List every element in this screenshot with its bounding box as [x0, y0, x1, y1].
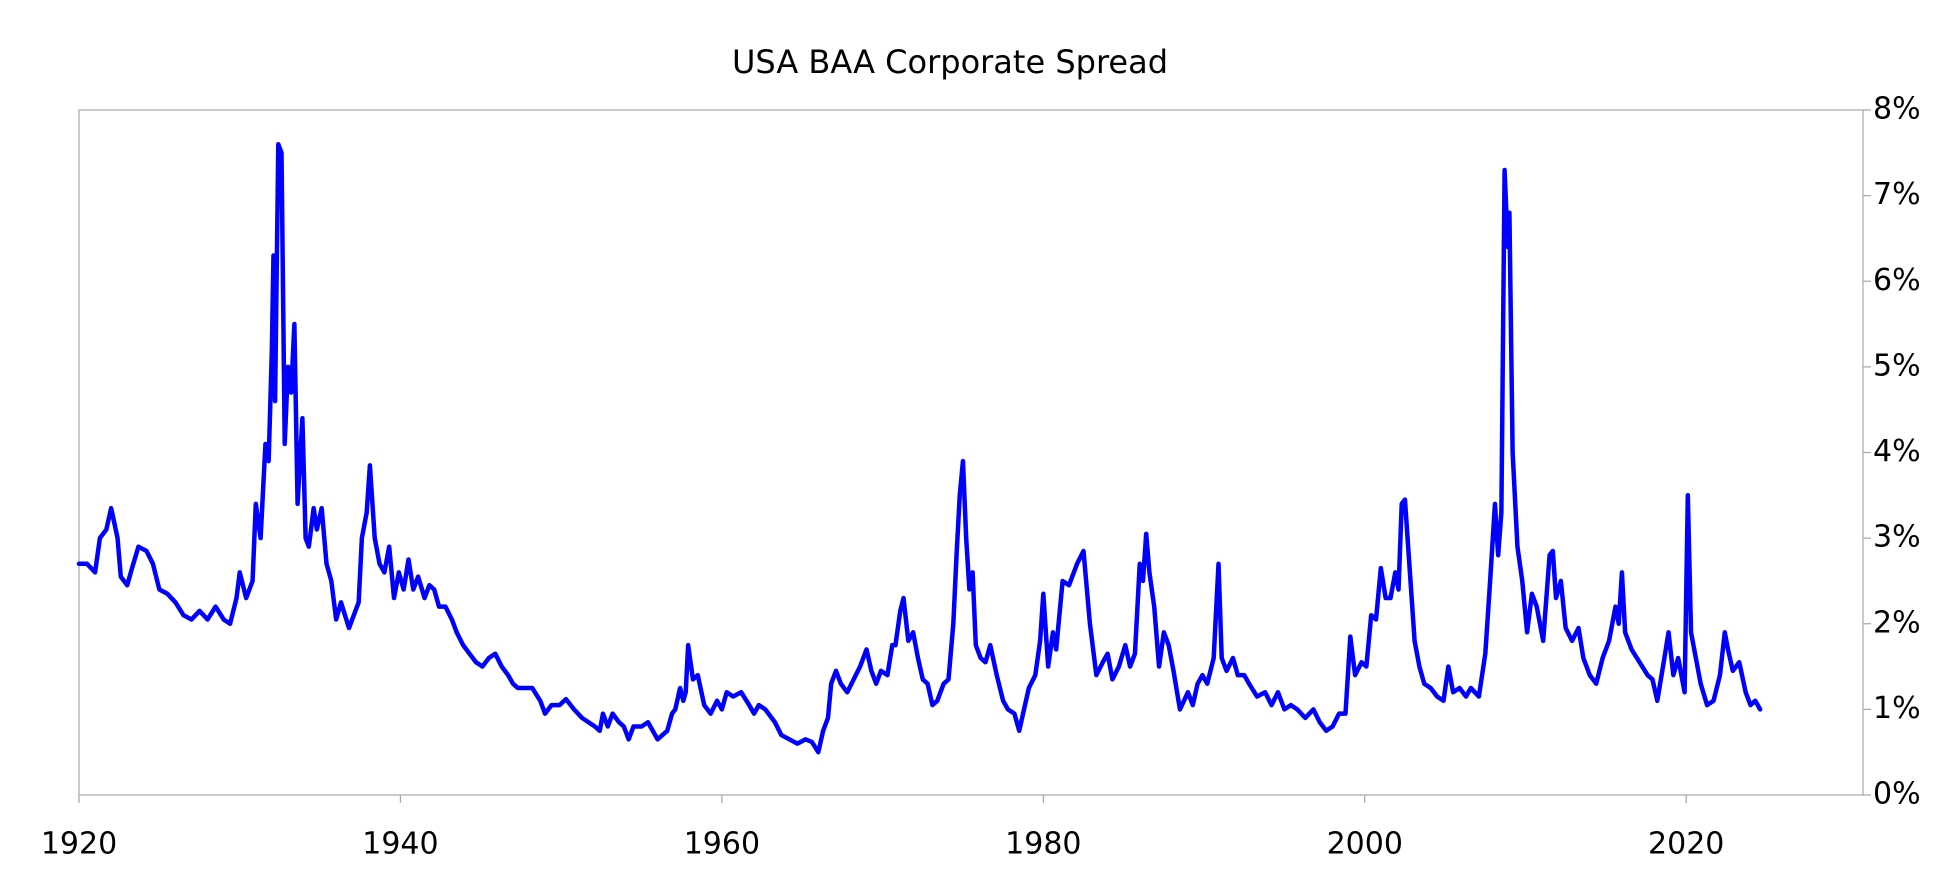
y-tick-label: 7%: [1873, 177, 1921, 212]
x-tick-label: 1980: [1005, 827, 1081, 862]
chart-title: USA BAA Corporate Spread: [732, 43, 1168, 81]
y-tick-label: 5%: [1873, 348, 1921, 383]
y-tick-label: 1%: [1873, 691, 1921, 726]
data-line: [76, 142, 1763, 755]
x-tick-label: 1960: [684, 827, 760, 862]
x-tick-label: 1940: [362, 827, 438, 862]
y-tick-label: 6%: [1873, 263, 1921, 298]
y-tick-label: 4%: [1873, 434, 1921, 469]
y-tick-label: 8%: [1873, 92, 1921, 127]
y-tick-label: 3%: [1873, 520, 1921, 555]
x-tick-label: 2000: [1327, 827, 1403, 862]
x-tick-label: 2020: [1648, 827, 1724, 862]
y-tick-label: 0%: [1873, 777, 1921, 812]
x-tick-label: 1920: [41, 827, 117, 862]
y-tick-label: 2%: [1873, 605, 1921, 640]
